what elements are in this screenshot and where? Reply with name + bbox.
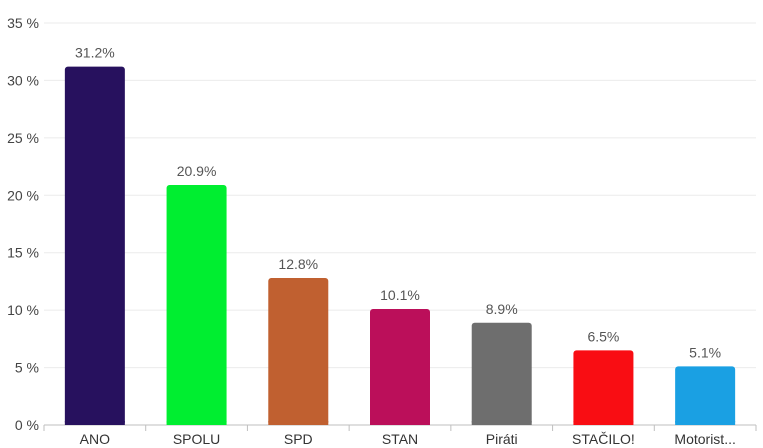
bar[interactable] xyxy=(573,350,634,425)
data-label: 5.1% xyxy=(689,344,721,360)
y-tick-label: 0 % xyxy=(15,417,39,433)
data-label: 8.9% xyxy=(486,301,518,317)
grid-layer xyxy=(43,22,757,431)
x-category-label: Motorist... xyxy=(674,431,735,447)
label-layer: 0 % 5 % 10 % 15 % 20 % 25 % 30 % 35 % 31.2% ANO 20… xyxy=(7,15,736,447)
y-tick-label: 25 % xyxy=(7,130,39,146)
bar-base xyxy=(471,421,532,425)
bar-base xyxy=(675,421,736,425)
x-category-label: SPD xyxy=(284,431,313,447)
bar-base xyxy=(64,421,125,425)
x-category-label: ANO xyxy=(80,431,110,447)
x-category-label: SPOLU xyxy=(173,431,220,447)
y-tick-label: 10 % xyxy=(7,302,39,318)
bar[interactable] xyxy=(64,66,125,425)
bar-base xyxy=(166,421,227,425)
bar[interactable] xyxy=(675,366,736,425)
bar[interactable] xyxy=(471,322,532,425)
y-tick-label: 15 % xyxy=(7,245,39,261)
data-label: 12.8% xyxy=(278,256,318,272)
bar[interactable] xyxy=(166,184,227,425)
y-tick-label: 35 % xyxy=(7,15,39,31)
data-label: 31.2% xyxy=(75,45,115,61)
y-tick-label: 30 % xyxy=(7,72,39,88)
bar-base xyxy=(268,421,329,425)
bar-base xyxy=(573,421,634,425)
bar-layer xyxy=(64,66,736,425)
data-label: 20.9% xyxy=(177,163,217,179)
bar[interactable] xyxy=(268,277,329,425)
bar[interactable] xyxy=(370,308,430,425)
data-label: 10.1% xyxy=(380,287,420,303)
x-category-label: STAN xyxy=(382,431,418,447)
bar-base xyxy=(370,421,430,425)
x-category-label: Piráti xyxy=(486,431,518,447)
y-tick-label: 20 % xyxy=(7,187,39,203)
y-tick-label: 5 % xyxy=(15,360,39,376)
x-category-label: STAČILO! xyxy=(572,431,635,447)
data-label: 6.5% xyxy=(587,328,619,344)
